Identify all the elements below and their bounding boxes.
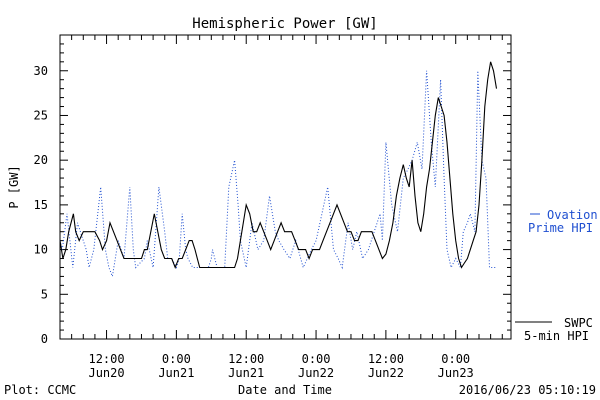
- x-tick-date-label: Jun23: [438, 366, 474, 380]
- y-tick-label: 25: [34, 108, 48, 122]
- x-axis-label: Date and Time: [238, 383, 332, 397]
- legend-swpc-label-2: 5-min HPI: [524, 329, 589, 343]
- x-tick-time-label: 0:00: [302, 352, 331, 366]
- y-tick-label: 5: [41, 287, 48, 301]
- y-axis: 0 5 10 15 20 25 30: [34, 34, 511, 346]
- legend-swpc: SWPC 5-min HPI: [515, 316, 593, 343]
- y-tick-label: 20: [34, 153, 48, 167]
- x-tick-time-label: 12:00: [228, 352, 264, 366]
- legend-ovation-label-2: Prime HPI: [528, 221, 593, 235]
- x-tick-time-label: 12:00: [368, 352, 404, 366]
- x-tick-date-label: Jun22: [298, 366, 334, 380]
- x-tick-date-label: Jun20: [88, 366, 124, 380]
- legend-ovation: Ovation Prime HPI: [528, 208, 598, 235]
- swpc-hpi-line: [59, 61, 498, 270]
- x-axis: 12:00Jun200:00Jun2112:00Jun210:00Jun2212…: [59, 35, 503, 380]
- y-tick-label: 0: [41, 332, 48, 346]
- y-tick-label: 15: [34, 198, 48, 212]
- legend-ovation-label-1: Ovation: [547, 208, 598, 222]
- y-axis-label: P [GW]: [7, 165, 21, 208]
- x-tick-time-label: 12:00: [88, 352, 124, 366]
- footer-timestamp: 2016/06/23 05:10:19: [459, 383, 596, 397]
- y-tick-label: 30: [34, 64, 48, 78]
- plot-frame: [59, 34, 512, 340]
- y-tick-label: 10: [34, 243, 48, 257]
- x-tick-time-label: 0:00: [162, 352, 191, 366]
- x-tick-date-label: Jun22: [368, 366, 404, 380]
- x-tick-date-label: Jun21: [158, 366, 194, 380]
- chart-title: Hemispheric Power [GW]: [192, 16, 377, 32]
- ovation-prime-line: [59, 70, 497, 279]
- footer-plot-credit: Plot: CCMC: [4, 383, 76, 397]
- x-tick-time-label: 0:00: [441, 352, 470, 366]
- legend-swpc-label-1: SWPC: [564, 316, 593, 330]
- x-tick-date-label: Jun21: [228, 366, 264, 380]
